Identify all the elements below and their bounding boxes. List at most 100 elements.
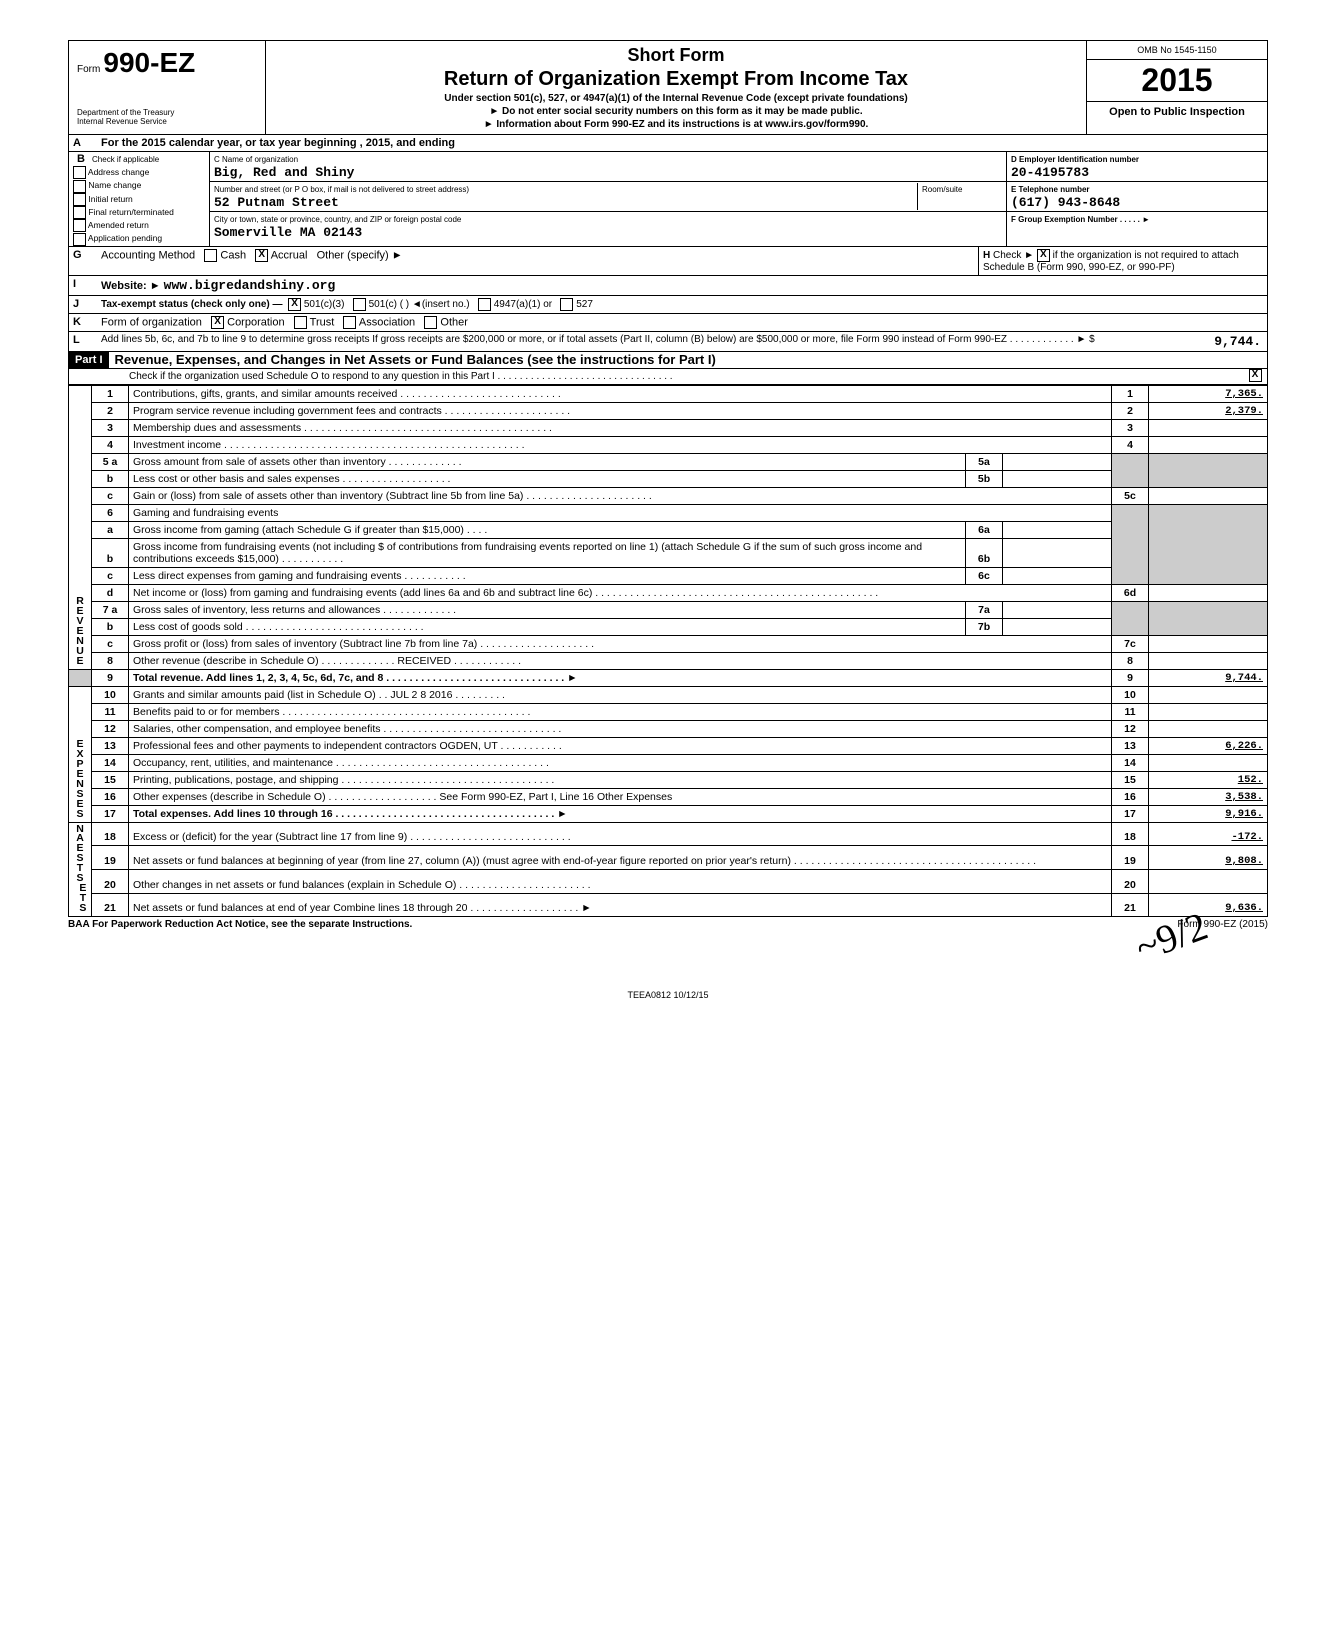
part1-check[interactable]: X	[1249, 369, 1262, 382]
box-d-label: D Employer Identification number	[1011, 155, 1139, 164]
ein: 20-4195783	[1011, 165, 1089, 180]
corp-checkbox[interactable]: X	[211, 316, 224, 329]
other-checkbox[interactable]	[424, 316, 437, 329]
table-row: a Gross income from gaming (attach Sched…	[69, 521, 1268, 538]
assets-side-label: N AE ST S E T S	[69, 822, 92, 917]
4947-checkbox[interactable]	[478, 298, 491, 311]
schedule-b-checkbox[interactable]: X	[1037, 249, 1050, 262]
opt-address-change[interactable]: Address change	[73, 166, 205, 179]
header-right: OMB No 1545-1150 2015 Open to Public Ins…	[1086, 41, 1267, 134]
line-l: L Add lines 5b, 6c, and 7b to line 9 to …	[68, 332, 1268, 352]
opt-name-change[interactable]: Name change	[73, 179, 205, 192]
line-6a-text: Gross income from gaming (attach Schedul…	[129, 522, 966, 538]
dept2: Internal Revenue Service	[77, 117, 167, 126]
line-17-text: Total expenses. Add lines 10 through 16 …	[129, 805, 1112, 822]
line-20-amount	[1149, 869, 1268, 893]
table-row: 3 Membership dues and assessments . . . …	[69, 419, 1268, 436]
baa-notice: BAA For Paperwork Reduction Act Notice, …	[68, 919, 412, 930]
line-5a-amount	[1003, 454, 1112, 470]
letter-j: J	[69, 296, 97, 313]
table-row: 12 Salaries, other compensation, and emp…	[69, 720, 1268, 737]
cash-checkbox[interactable]	[204, 249, 217, 262]
part1-title: Revenue, Expenses, and Changes in Net As…	[109, 352, 716, 367]
line-15-text: Printing, publications, postage, and shi…	[129, 771, 1112, 788]
line-13-amount: 6,226.	[1149, 737, 1268, 754]
line-12-text: Salaries, other compensation, and employ…	[129, 720, 1112, 737]
line-l-text: Add lines 5b, 6c, and 7b to line 9 to de…	[97, 332, 1145, 351]
letter-b: B	[73, 151, 89, 167]
return-title: Return of Organization Exempt From Incom…	[274, 68, 1078, 91]
527-checkbox[interactable]	[560, 298, 573, 311]
box-c-label: C Name of organization	[214, 155, 298, 164]
opt-initial-return[interactable]: Initial return	[73, 193, 205, 206]
tax-exempt-label: Tax-exempt status (check only one) —	[101, 299, 283, 310]
501c3-checkbox[interactable]: X	[288, 298, 301, 311]
line-17-amount: 9,916.	[1149, 805, 1268, 822]
line-2-amount: 2,379.	[1149, 402, 1268, 419]
table-row: 16 Other expenses (describe in Schedule …	[69, 788, 1268, 805]
box-f-label: F Group Exemption Number . . . . . ►	[1011, 215, 1150, 224]
omb-number: OMB No 1545-1150	[1087, 41, 1267, 60]
line-21-text: Net assets or fund balances at end of ye…	[129, 893, 1112, 917]
letter-g: G	[69, 247, 97, 275]
line-16-amount: 3,538.	[1149, 788, 1268, 805]
bcdef-block: B Check if applicable Address change Nam…	[68, 152, 1268, 247]
table-row: 9 Total revenue. Add lines 1, 2, 3, 4, 5…	[69, 669, 1268, 686]
table-row: 21 Net assets or fund balances at end of…	[69, 893, 1268, 917]
box-h: H Check ► X if the organization is not r…	[978, 247, 1267, 275]
table-row: 11 Benefits paid to or for members . . .…	[69, 703, 1268, 720]
table-row: b Gross income from fundraising events (…	[69, 538, 1268, 567]
assoc-checkbox[interactable]	[343, 316, 356, 329]
table-row: 4 Investment income . . . . . . . . . . …	[69, 436, 1268, 453]
ssn-note: ► Do not enter social security numbers o…	[274, 106, 1078, 117]
501c-checkbox[interactable]	[353, 298, 366, 311]
line-5c-amount	[1149, 487, 1268, 504]
header-left: Form 990-EZ Department of the Treasury I…	[69, 41, 266, 134]
lines-table: REVENUE 1 Contributions, gifts, grants, …	[68, 385, 1268, 918]
table-row: 13 Professional fees and other payments …	[69, 737, 1268, 754]
line-9-amount: 9,744.	[1149, 669, 1268, 686]
teea-code: TEEA0812 10/12/15	[68, 990, 1268, 1000]
table-row: EXPENSES 10 Grants and similar amounts p…	[69, 686, 1268, 703]
line-6d-amount	[1149, 584, 1268, 601]
line-4-text: Investment income . . . . . . . . . . . …	[129, 436, 1112, 453]
header: Form 990-EZ Department of the Treasury I…	[68, 40, 1268, 135]
box-b-label: Check if applicable	[92, 155, 159, 164]
city-label: City or town, state or province, country…	[214, 215, 461, 224]
opt-amended[interactable]: Amended return	[73, 219, 205, 232]
part1-label: Part I	[69, 352, 109, 368]
table-row: 15 Printing, publications, postage, and …	[69, 771, 1268, 788]
gross-receipts: 9,744.	[1145, 332, 1267, 351]
table-row: 7 a Gross sales of inventory, less retur…	[69, 601, 1268, 618]
line-2-text: Program service revenue including govern…	[129, 402, 1112, 419]
short-form-label: Short Form	[274, 45, 1078, 66]
table-row: b Less cost of goods sold . . . . . . . …	[69, 618, 1268, 635]
line-5a-text: Gross amount from sale of assets other t…	[129, 454, 966, 470]
telephone: (617) 943-8648	[1011, 195, 1120, 210]
table-row: 20 Other changes in net assets or fund b…	[69, 869, 1268, 893]
table-row: REVENUE 1 Contributions, gifts, grants, …	[69, 385, 1268, 402]
part1-check-row: Check if the organization used Schedule …	[68, 369, 1268, 385]
table-row: 5 a Gross amount from sale of assets oth…	[69, 453, 1268, 470]
line-7c-text: Gross profit or (loss) from sales of inv…	[129, 635, 1112, 652]
table-row: c Gross profit or (loss) from sales of i…	[69, 635, 1268, 652]
line-5b-amount	[1003, 471, 1112, 487]
open-public: Open to Public Inspection	[1087, 102, 1267, 122]
line-7a-amount	[1003, 602, 1112, 618]
room-label: Room/suite	[922, 185, 962, 194]
line-a-text: For the 2015 calendar year, or tax year …	[97, 135, 1267, 151]
opt-application-pending[interactable]: Application pending	[73, 232, 205, 245]
line-6b-text: Gross income from fundraising events (no…	[129, 539, 966, 567]
opt-final-return[interactable]: Final return/terminated	[73, 206, 205, 219]
line-a: A For the 2015 calendar year, or tax yea…	[68, 135, 1268, 152]
line-i: I Website: ► www.bigredandshiny.org	[68, 276, 1268, 296]
line-14-text: Occupancy, rent, utilities, and maintena…	[129, 754, 1112, 771]
accrual-checkbox[interactable]: X	[255, 249, 268, 262]
table-row: 2 Program service revenue including gove…	[69, 402, 1268, 419]
line-8-text: Other revenue (describe in Schedule O) .…	[129, 652, 1112, 669]
table-row: 19 Net assets or fund balances at beginn…	[69, 846, 1268, 870]
trust-checkbox[interactable]	[294, 316, 307, 329]
box-def: D Employer Identification number 20-4195…	[1007, 152, 1267, 246]
table-row: N AE ST S E T S 18 Excess or (deficit) f…	[69, 822, 1268, 846]
line-11-text: Benefits paid to or for members . . . . …	[129, 703, 1112, 720]
